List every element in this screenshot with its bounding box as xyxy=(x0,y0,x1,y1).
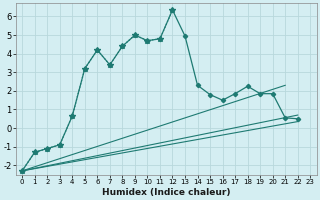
X-axis label: Humidex (Indice chaleur): Humidex (Indice chaleur) xyxy=(102,188,230,197)
